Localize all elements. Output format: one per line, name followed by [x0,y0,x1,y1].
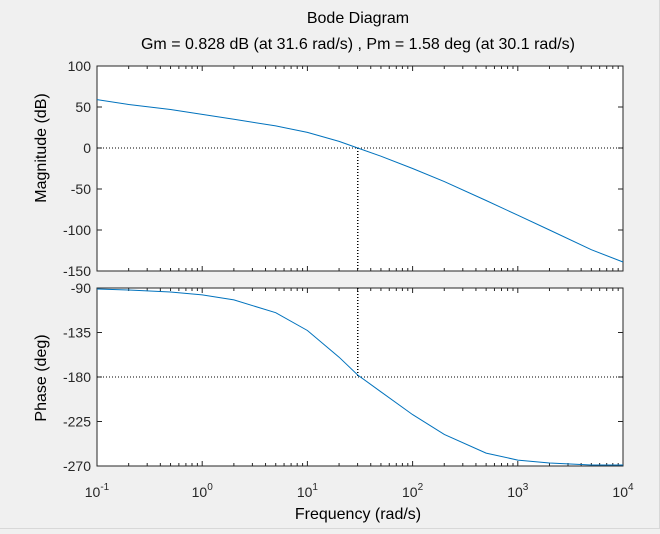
x-tick-label: 10-1 [85,482,110,500]
x-tick-label: 104 [612,482,634,500]
phase-series-line [96,288,623,466]
y-tick-label: 100 [68,58,92,74]
x-tick-label: 103 [507,482,529,500]
y-tick-label: 0 [83,140,91,156]
magnitude-panel: -150 -100 -50 0 50 100 [63,58,624,279]
x-axis-label: Frequency (rad/s) [295,506,421,523]
y-tick-label: -135 [63,325,91,341]
y-tick-label: -225 [63,414,91,430]
plot-area: -150 -100 -50 0 50 100 -270 -225 -180 -135 -90 10-1… [63,58,634,500]
y-tick-label: -90 [71,280,91,296]
magnitude-axis-label: Magnitude (dB) [33,93,50,202]
y-tick-label: -50 [71,181,91,197]
y-tick-label: -270 [63,458,91,474]
phase-panel: -270 -225 -180 -135 -90 10-1 100 101 102 103 104 [63,280,634,500]
y-tick-label: 50 [75,99,91,115]
x-tick-label: 101 [297,482,319,500]
y-tick-label: -180 [63,369,91,385]
magnitude-axes-box [96,65,624,272]
chart-title: Bode Diagram [307,10,409,27]
phase-axis-label: Phase (deg) [33,334,50,421]
x-tick-label: 102 [402,482,424,500]
chart-subtitle: Gm = 0.828 dB (at 31.6 rad/s) , Pm = 1.5… [141,36,575,53]
x-tick-label: 100 [192,482,214,500]
magnitude-series-line [96,99,624,263]
y-tick-label: -100 [63,222,91,238]
y-tick-label: -150 [63,263,91,279]
